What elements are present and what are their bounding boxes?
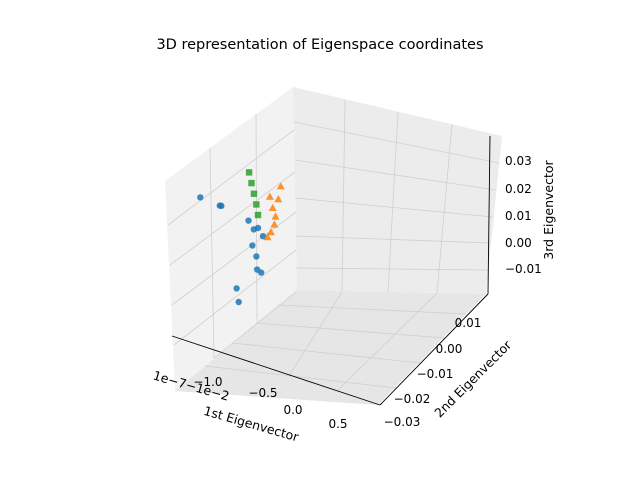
series-1-point [197,194,204,201]
scatter-points [197,169,285,306]
x-tick-label: 0.5 [328,417,347,431]
series-1-point [245,217,252,224]
z-tick-label: 0.03 [505,154,532,168]
y-tick-label: 0.01 [455,316,482,330]
series-1-point [253,253,260,260]
back-left-pane [165,87,297,391]
series-1-point [218,202,225,210]
z-tick-label: 0.01 [505,209,532,223]
axis-lines [171,135,491,406]
y-tick-labels: −0.03 −0.02 −0.01 0.00 0.01 [384,316,482,429]
y-tick-label: −0.02 [394,392,431,406]
z-tick-label: 0.00 [505,236,532,250]
y-tick-label: −0.01 [417,367,454,381]
series-3-point [250,190,258,197]
series-1-point [233,285,240,292]
series-3-point [248,179,255,187]
series-1-point [258,269,265,276]
z-tick-labels: −0.01 0.00 0.01 0.02 0.03 [505,154,542,276]
series-1-point [259,233,267,240]
series-2-point [263,233,272,241]
series-2-point [276,182,285,190]
series-2-point [274,195,283,203]
series-1-point [254,224,262,232]
series-2-point [268,203,277,211]
z-tick-label: 0.02 [505,182,532,196]
series-3-point [254,211,262,219]
x-tick-labels: −1.0 −0.5 0.0 0.5 [193,375,347,431]
x-tick-label: −0.5 [248,386,277,400]
x-tick-label: −1.0 [193,375,222,389]
x-tick-label: 0.0 [283,403,302,417]
z-tick-label: −0.01 [505,262,542,276]
back-right-pane [293,87,502,294]
floor-pane [175,290,486,405]
series-2-point [270,220,279,228]
chart-title: 3D representation of Eigenspace coordina… [156,37,483,53]
series-3-point [245,169,253,176]
series-2-point [265,192,274,200]
y-tick-label: −0.03 [384,415,421,429]
series-3-point [253,201,260,208]
series-2-point [266,228,275,236]
y-tick-label: 0.00 [436,342,463,356]
grid-lines [167,99,500,391]
z-axis-label: 3rd Eigenvector [541,159,556,259]
series-1-point [249,242,256,249]
series-2-point [271,212,280,220]
series-1-point [235,298,242,306]
